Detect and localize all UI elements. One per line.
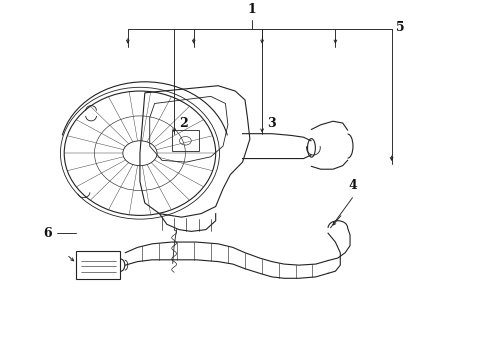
Text: 3: 3 xyxy=(267,117,275,130)
Text: 1: 1 xyxy=(248,4,257,17)
Text: 2: 2 xyxy=(179,117,188,130)
Text: 6: 6 xyxy=(43,227,51,240)
Text: 4: 4 xyxy=(348,179,357,192)
Text: 5: 5 xyxy=(396,21,405,33)
